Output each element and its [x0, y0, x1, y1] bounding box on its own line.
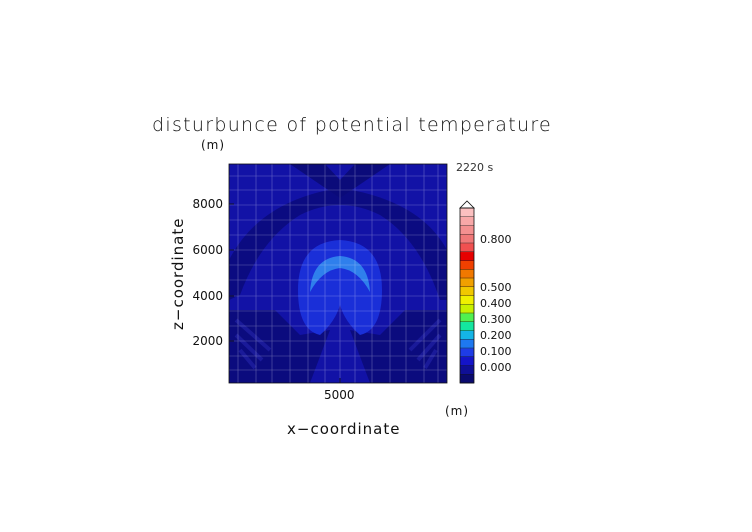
- colorbar-band: [460, 348, 474, 358]
- colorbar-band: [460, 286, 474, 296]
- colorbar-tick-0500: 0.500: [480, 281, 512, 294]
- colorbar-band: [460, 260, 474, 270]
- colorbar-band: [460, 295, 474, 305]
- chart-title: disturbunce of potential temperature: [152, 114, 552, 136]
- x-tick-5000: 5000: [324, 388, 355, 402]
- colorbar-frame: [459, 207, 475, 384]
- colorbar-band: [460, 278, 474, 288]
- plot-frame: [228, 163, 448, 384]
- colorbar-band: [460, 330, 474, 340]
- colorbar-band: [460, 321, 474, 331]
- colorbar-tick-0800: 0.800: [480, 233, 512, 246]
- colorbar-tick-0300: 0.300: [480, 313, 512, 326]
- x-unit-label: (m): [445, 404, 470, 418]
- z-unit-label: (m): [201, 138, 226, 152]
- colorbar-band: [460, 269, 474, 279]
- time-label: 2220 s: [456, 161, 494, 174]
- y-tick-8000: 8000: [192, 197, 223, 211]
- colorbar-band: [460, 243, 474, 253]
- y-axis-label: z−coordinate: [169, 217, 187, 330]
- y-tick-2000: 2000: [192, 334, 223, 348]
- grid-lines: [229, 164, 447, 383]
- field-level-dark-right-low: [350, 310, 447, 383]
- colorbar-band: [460, 313, 474, 323]
- colorbar-band: [460, 304, 474, 314]
- colorbar-band: [460, 251, 474, 261]
- colorbar-tick-0400: 0.400: [480, 297, 512, 310]
- colorbar-band: [460, 339, 474, 349]
- field-level-bubble-core: [310, 256, 370, 292]
- colorbar-tick-0200: 0.200: [480, 329, 512, 342]
- y-tick-4000: 4000: [192, 289, 223, 303]
- contour-field: [229, 164, 447, 383]
- axis-ticks: [229, 203, 341, 383]
- colorbar: [460, 208, 474, 384]
- colorbar-band: [460, 216, 474, 226]
- colorbar-band: [460, 225, 474, 235]
- x-axis-label: x−coordinate: [287, 420, 401, 438]
- colorbar-band: [460, 374, 474, 384]
- field-level-rib: [234, 318, 442, 370]
- colorbar-band: [460, 365, 474, 375]
- colorbar-band: [460, 208, 474, 218]
- field-level-bubble: [298, 240, 382, 335]
- colorbar-overflow-triangle: [459, 200, 475, 209]
- colorbar-band: [460, 234, 474, 244]
- colorbar-tick-0100: 0.100: [480, 345, 512, 358]
- field-level-dark-top: [290, 164, 390, 198]
- y-tick-6000: 6000: [192, 243, 223, 257]
- field-level-dark-arch: [229, 188, 447, 300]
- colorbar-band: [460, 356, 474, 366]
- colorbar-tick-0000: 0.000: [480, 361, 512, 374]
